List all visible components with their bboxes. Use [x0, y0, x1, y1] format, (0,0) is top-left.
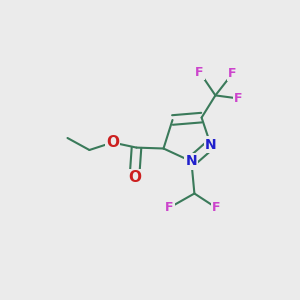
Text: O: O: [128, 170, 141, 185]
Text: F: F: [228, 67, 237, 80]
Text: F: F: [234, 92, 242, 105]
Text: F: F: [165, 201, 174, 214]
Text: N: N: [205, 138, 216, 152]
Text: F: F: [212, 201, 220, 214]
Text: N: N: [186, 154, 197, 168]
Text: F: F: [195, 65, 204, 79]
Text: O: O: [106, 135, 119, 150]
